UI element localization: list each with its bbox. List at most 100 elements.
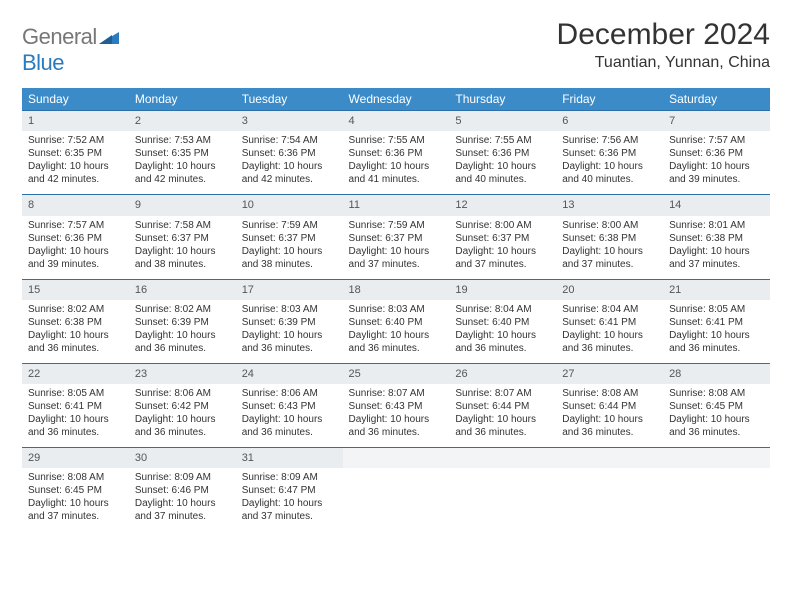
calendar-cell: 29Sunrise: 8:08 AMSunset: 6:45 PMDayligh… [22, 448, 129, 532]
sunset-value: 6:38 PM [706, 233, 743, 244]
calendar-cell: 31Sunrise: 8:09 AMSunset: 6:47 PMDayligh… [236, 448, 343, 532]
sunset-value: 6:40 PM [385, 317, 422, 328]
page-title: December 2024 [557, 18, 770, 52]
day-number: 27 [556, 364, 663, 384]
sunrise-label: Sunrise: [242, 220, 281, 231]
sunrise-label: Sunrise: [28, 304, 67, 315]
sunset-value: 6:36 PM [385, 148, 422, 159]
day-body: Sunrise: 8:02 AMSunset: 6:39 PMDaylight:… [129, 300, 236, 363]
daylight-line: Daylight: 10 hours and 40 minutes. [455, 160, 550, 186]
daylight-label: Daylight: [28, 246, 70, 257]
day-number-empty [556, 448, 663, 468]
day-number-empty [663, 448, 770, 468]
day-number: 29 [22, 448, 129, 468]
sunset-label: Sunset: [135, 401, 172, 412]
daylight-label: Daylight: [349, 161, 391, 172]
sunset-label: Sunset: [135, 485, 172, 496]
sunrise-line: Sunrise: 7:55 AM [455, 134, 550, 147]
sunset-label: Sunset: [242, 485, 279, 496]
sunrise-line: Sunrise: 8:08 AM [669, 387, 764, 400]
sunset-line: Sunset: 6:40 PM [349, 316, 444, 329]
sunrise-label: Sunrise: [28, 220, 67, 231]
sunset-line: Sunset: 6:36 PM [349, 147, 444, 160]
day-body-empty [343, 468, 450, 520]
sunset-line: Sunset: 6:39 PM [135, 316, 230, 329]
sunset-line: Sunset: 6:38 PM [562, 232, 657, 245]
calendar-body: 1Sunrise: 7:52 AMSunset: 6:35 PMDaylight… [22, 111, 770, 532]
calendar-head: SundayMondayTuesdayWednesdayThursdayFrid… [22, 88, 770, 111]
sunset-value: 6:41 PM [599, 317, 636, 328]
day-body-empty [556, 468, 663, 520]
sunrise-line: Sunrise: 8:05 AM [28, 387, 123, 400]
daylight-line: Daylight: 10 hours and 37 minutes. [349, 245, 444, 271]
day-number: 23 [129, 364, 236, 384]
day-body: Sunrise: 8:04 AMSunset: 6:41 PMDaylight:… [556, 300, 663, 363]
sunrise-value: 8:05 AM [67, 388, 104, 399]
sunset-label: Sunset: [349, 148, 386, 159]
sunset-value: 6:35 PM [65, 148, 102, 159]
day-body: Sunrise: 8:08 AMSunset: 6:45 PMDaylight:… [663, 384, 770, 447]
day-number: 26 [449, 364, 556, 384]
day-body: Sunrise: 8:00 AMSunset: 6:37 PMDaylight:… [449, 216, 556, 279]
sunrise-value: 7:53 AM [174, 135, 211, 146]
day-number: 8 [22, 195, 129, 215]
sunrise-label: Sunrise: [669, 220, 708, 231]
sunrise-label: Sunrise: [28, 472, 67, 483]
sunset-line: Sunset: 6:36 PM [455, 147, 550, 160]
day-body: Sunrise: 8:05 AMSunset: 6:41 PMDaylight:… [22, 384, 129, 447]
calendar-cell: 22Sunrise: 8:05 AMSunset: 6:41 PMDayligh… [22, 363, 129, 447]
sunset-value: 6:40 PM [492, 317, 529, 328]
sunset-value: 6:38 PM [65, 317, 102, 328]
calendar-cell: 5Sunrise: 7:55 AMSunset: 6:36 PMDaylight… [449, 111, 556, 195]
sunset-line: Sunset: 6:45 PM [669, 400, 764, 413]
sunset-line: Sunset: 6:43 PM [349, 400, 444, 413]
sunset-line: Sunset: 6:47 PM [242, 484, 337, 497]
sunrise-line: Sunrise: 8:05 AM [669, 303, 764, 316]
sunrise-value: 7:57 AM [709, 135, 746, 146]
sunset-value: 6:35 PM [172, 148, 209, 159]
sunset-label: Sunset: [562, 317, 599, 328]
sunset-line: Sunset: 6:44 PM [562, 400, 657, 413]
day-number: 6 [556, 111, 663, 131]
sunset-value: 6:44 PM [492, 401, 529, 412]
sunset-label: Sunset: [349, 233, 386, 244]
sunset-line: Sunset: 6:36 PM [28, 232, 123, 245]
calendar-row: 15Sunrise: 8:02 AMSunset: 6:38 PMDayligh… [22, 279, 770, 363]
day-number: 28 [663, 364, 770, 384]
sunset-line: Sunset: 6:36 PM [562, 147, 657, 160]
day-number: 24 [236, 364, 343, 384]
calendar-cell: 21Sunrise: 8:05 AMSunset: 6:41 PMDayligh… [663, 279, 770, 363]
day-body: Sunrise: 7:52 AMSunset: 6:35 PMDaylight:… [22, 131, 129, 194]
day-body: Sunrise: 8:07 AMSunset: 6:44 PMDaylight:… [449, 384, 556, 447]
day-number: 19 [449, 280, 556, 300]
day-number: 7 [663, 111, 770, 131]
sunset-label: Sunset: [669, 317, 706, 328]
daylight-label: Daylight: [455, 161, 497, 172]
weekday-header: Tuesday [236, 88, 343, 111]
logo-word2: Blue [22, 50, 64, 75]
daylight-label: Daylight: [349, 330, 391, 341]
sunset-label: Sunset: [669, 148, 706, 159]
daylight-line: Daylight: 10 hours and 37 minutes. [242, 497, 337, 523]
sunrise-label: Sunrise: [562, 135, 601, 146]
title-block: December 2024 Tuantian, Yunnan, China [557, 18, 770, 72]
day-body: Sunrise: 7:59 AMSunset: 6:37 PMDaylight:… [343, 216, 450, 279]
sunrise-value: 8:04 AM [602, 304, 639, 315]
sunrise-label: Sunrise: [242, 388, 281, 399]
sunrise-value: 8:02 AM [174, 304, 211, 315]
daylight-label: Daylight: [28, 330, 70, 341]
day-number: 25 [343, 364, 450, 384]
day-number: 12 [449, 195, 556, 215]
daylight-line: Daylight: 10 hours and 36 minutes. [562, 329, 657, 355]
calendar-cell [556, 448, 663, 532]
sunset-label: Sunset: [242, 233, 279, 244]
sunrise-value: 7:52 AM [67, 135, 104, 146]
weekday-header: Thursday [449, 88, 556, 111]
sunrise-label: Sunrise: [135, 472, 174, 483]
daylight-label: Daylight: [135, 246, 177, 257]
day-body: Sunrise: 7:56 AMSunset: 6:36 PMDaylight:… [556, 131, 663, 194]
sunrise-value: 8:07 AM [388, 388, 425, 399]
calendar-cell: 2Sunrise: 7:53 AMSunset: 6:35 PMDaylight… [129, 111, 236, 195]
day-body: Sunrise: 8:02 AMSunset: 6:38 PMDaylight:… [22, 300, 129, 363]
day-number: 31 [236, 448, 343, 468]
